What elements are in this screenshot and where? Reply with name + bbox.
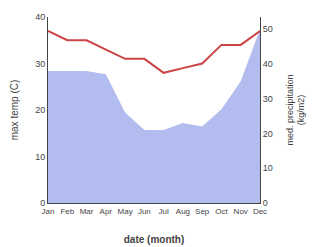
svg-text:20: 20 — [263, 129, 273, 139]
svg-text:Aug: Aug — [176, 207, 190, 216]
svg-text:max temp (C): max temp (C) — [9, 80, 20, 141]
svg-text:40: 40 — [35, 12, 45, 22]
svg-text:10: 10 — [35, 152, 45, 162]
svg-text:Feb: Feb — [60, 207, 74, 216]
svg-text:Jul: Jul — [159, 207, 169, 216]
svg-text:May: May — [118, 207, 133, 216]
svg-text:Apr: Apr — [100, 207, 113, 216]
svg-text:Mar: Mar — [80, 207, 94, 216]
svg-text:20: 20 — [35, 105, 45, 115]
svg-text:50: 50 — [263, 24, 273, 34]
svg-text:0: 0 — [263, 198, 268, 208]
svg-text:Oct: Oct — [215, 207, 228, 216]
svg-text:date (month): date (month) — [124, 234, 185, 245]
svg-text:med. precipitation(kg/m2): med. precipitation(kg/m2) — [285, 74, 307, 145]
svg-text:10: 10 — [263, 163, 273, 173]
svg-text:30: 30 — [35, 59, 45, 69]
svg-text:30: 30 — [263, 94, 273, 104]
svg-text:Jan: Jan — [42, 207, 55, 216]
svg-text:40: 40 — [263, 59, 273, 69]
svg-text:Dec: Dec — [253, 207, 267, 216]
svg-text:0: 0 — [40, 198, 45, 208]
svg-text:Sep: Sep — [195, 207, 210, 216]
svg-text:Jun: Jun — [138, 207, 151, 216]
svg-text:Nov: Nov — [234, 207, 248, 216]
